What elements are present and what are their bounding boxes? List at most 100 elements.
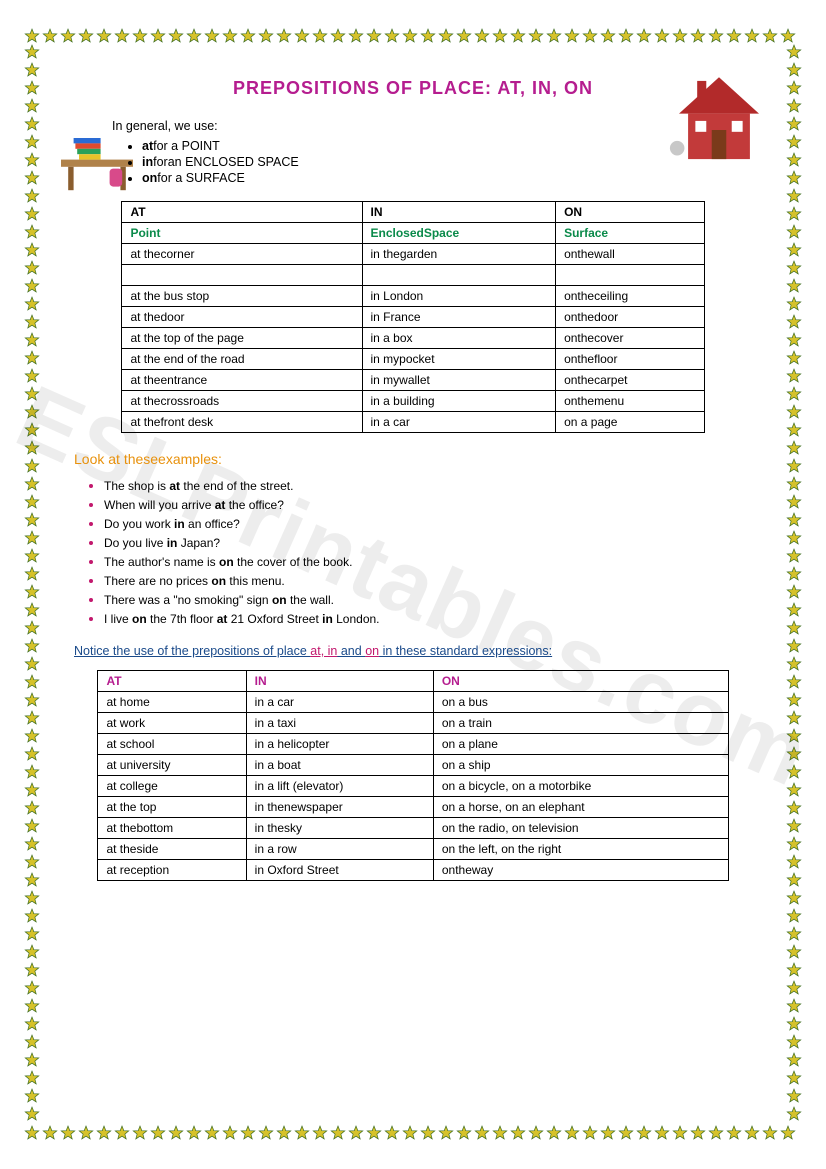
notice-line: Notice the use of the prepositions of pl… [74,644,756,658]
table-cell: at thecrossroads [122,391,362,412]
table-cell: in mypocket [362,349,556,370]
col-on: ON [556,202,704,223]
table-row: AT IN ON [122,202,704,223]
table-cell [362,265,556,286]
notice-post: in these standard expressions: [379,644,552,658]
table-row: at thesidein a rowon the left, on the ri… [98,839,728,860]
table-cell: at thefront desk [122,412,362,433]
table-cell: at reception [98,860,246,881]
table2-body: at homein a caron a busat workin a taxio… [98,692,728,881]
list-item: Do you live in Japan? [104,534,756,550]
table-cell: in a taxi [246,713,433,734]
table-cell: at the bus stop [122,286,362,307]
table-cell: on the radio, on television [433,818,728,839]
table-cell: onthecover [556,328,704,349]
list-item: There are no prices on this menu. [104,572,756,588]
table-row: at universityin a boaton a ship [98,755,728,776]
table-cell: in a boat [246,755,433,776]
table-cell: on a ship [433,755,728,776]
table-cell [122,265,362,286]
table-cell: in thegarden [362,244,556,265]
table-cell: at college [98,776,246,797]
page: ESLPrintables.com PREPOSITIONS OF PLACE:… [0,0,826,1169]
page-title: PREPOSITIONS OF PLACE: AT, IN, ON [70,78,756,99]
table-cell: at home [98,692,246,713]
table-cell: at school [98,734,246,755]
table-cell: on a plane [433,734,728,755]
table-row: at thebottomin theskyon the radio, on te… [98,818,728,839]
table-row: Point EnclosedSpace Surface [122,223,704,244]
table-row: at schoolin a helicopteron a plane [98,734,728,755]
table-cell [556,265,704,286]
table-row: at the end of the roadin mypocketonthefl… [122,349,704,370]
table-cell: in a lift (elevator) [246,776,433,797]
table-cell: in a box [362,328,556,349]
examples-heading: Look at theseexamples: [74,451,756,467]
table-cell: in Oxford Street [246,860,433,881]
sub-surface: Surface [556,223,704,244]
table-row: at collegein a lift (elevator)on a bicyc… [98,776,728,797]
table-cell: at thedoor [122,307,362,328]
list-item: onfor a SURFACE [142,171,756,185]
table-cell: onthedoor [556,307,704,328]
table-row: at thefront deskin a caron a page [122,412,704,433]
content-area: PREPOSITIONS OF PLACE: AT, IN, ON In gen… [70,70,756,1099]
col-in: IN [362,202,556,223]
col2-on: ON [433,671,728,692]
notice-hot2: on [365,644,379,658]
notice-hot1: at, in [310,644,337,658]
table-cell: at theside [98,839,246,860]
table-cell: at the end of the road [122,349,362,370]
sub-enclosed: EnclosedSpace [362,223,556,244]
table-cell: ontheceiling [556,286,704,307]
table-cell: in mywallet [362,370,556,391]
list-item: I live on the 7th floor at 21 Oxford Str… [104,610,756,626]
intro-list: atfor a POINT inforan ENCLOSED SPACE onfor… [130,139,756,185]
intro-block: In general, we use: atfor a POINT inforan… [70,119,756,201]
border-top [24,28,802,44]
table-cell: at university [98,755,246,776]
border-right [786,44,802,1125]
table-cell: in France [362,307,556,328]
table-cell: in a car [246,692,433,713]
table-row: at the topin thenewspaperon a horse, on … [98,797,728,818]
usage-table: AT IN ON Point EnclosedSpace Surface at … [121,201,704,433]
list-item: inforan ENCLOSED SPACE [142,155,756,169]
col2-in: IN [246,671,433,692]
table-cell: at theentrance [122,370,362,391]
table-cell: on a horse, on an elephant [433,797,728,818]
table-row: at workin a taxion a train [98,713,728,734]
table-cell: onthecarpet [556,370,704,391]
table-row: at thecrossroadsin a buildingonthemenu [122,391,704,412]
table-cell: at thebottom [98,818,246,839]
table-cell: onthefloor [556,349,704,370]
border-left [24,44,40,1125]
table-row [122,265,704,286]
notice-pre: Notice the use of the prepositions of pl… [74,644,310,658]
col-at: AT [122,202,362,223]
table-row: at theentrancein mywalletonthecarpet [122,370,704,391]
table-cell: on a train [433,713,728,734]
intro-lead: In general, we use: [112,119,756,133]
table-cell: onthewall [556,244,704,265]
examples-list: The shop is at the end of the street. Whe… [90,477,756,626]
list-item: When will you arrive at the office? [104,496,756,512]
table-cell: on a bus [433,692,728,713]
table-cell: at the top [98,797,246,818]
list-item: Do you work in an office? [104,515,756,531]
table1-body: at thecornerin thegardenonthewall at the… [122,244,704,433]
table-cell: on a bicycle, on a motorbike [433,776,728,797]
table-row: at thecornerin thegardenonthewall [122,244,704,265]
col2-at: AT [98,671,246,692]
table-cell: in a helicopter [246,734,433,755]
table-cell: in thesky [246,818,433,839]
table-cell: onthemenu [556,391,704,412]
table-cell: in a car [362,412,556,433]
list-item: The author's name is on the cover of the… [104,553,756,569]
list-item: There was a "no smoking" sign on the wal… [104,591,756,607]
list-item: atfor a POINT [142,139,756,153]
table-cell: on a page [556,412,704,433]
table-cell: ontheway [433,860,728,881]
table-cell: at work [98,713,246,734]
list-item: The shop is at the end of the street. [104,477,756,493]
